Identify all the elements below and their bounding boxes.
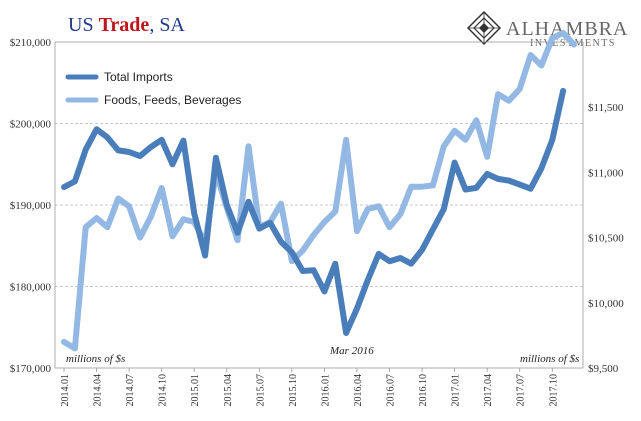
x-tick-label: 2016.04	[353, 374, 364, 407]
left-tick-label: $170,000	[10, 363, 52, 375]
x-tick-label: 2014.01	[60, 374, 71, 407]
right-units-note: millions of $s	[520, 353, 579, 365]
x-tick-label: 2016.01	[320, 374, 331, 407]
left-tick-label: $210,000	[10, 37, 52, 49]
title-part-us: US	[68, 14, 99, 36]
right-tick-label: $9,500	[588, 363, 619, 375]
left-units-note: millions of $s	[66, 353, 125, 365]
alhambra-diamond-icon	[466, 10, 502, 46]
x-tick-label: 2017.10	[548, 374, 559, 407]
x-tick-label: 2015.10	[288, 374, 299, 407]
x-tick-label: 2014.07	[125, 374, 136, 407]
gridlines	[55, 123, 583, 287]
x-tick-label: 2014.10	[158, 374, 169, 407]
x-tick-label: 2015.01	[190, 374, 201, 407]
x-tick-label: 2014.04	[93, 374, 104, 407]
title-part-trade: Trade	[99, 14, 150, 36]
series-lines	[61, 29, 577, 352]
x-tick-label: 2016.10	[418, 374, 429, 407]
right-tick-label: $10,000	[588, 298, 624, 310]
chart-title: US Trade, SA	[68, 14, 185, 36]
left-axis: $170,000 $180,000 $190,000 $200,000 $210,000	[10, 37, 52, 375]
right-tick-label: $10,500	[588, 233, 624, 245]
plot-frame	[54, 41, 584, 369]
left-tick-label: $180,000	[10, 282, 52, 294]
x-tick-label: 2017.01	[451, 374, 462, 407]
right-axis: $9,500 $10,000 $10,500 $11,000 $11,500	[588, 102, 624, 375]
x-tick-label: 2016.07	[386, 374, 397, 407]
series-line-foods-feeds-beverages	[61, 29, 577, 352]
right-tick-label: $11,500	[588, 102, 624, 114]
legend-label-foods-feeds-beverages: Foods, Feeds, Beverages	[104, 93, 241, 107]
left-tick-label: $200,000	[10, 119, 52, 131]
legend-label-total-imports: Total Imports	[104, 70, 173, 84]
left-tick-label: $190,000	[10, 200, 52, 212]
x-axis: 2014.01 2014.04 2014.07 2014.10 2015.01 2015.…	[60, 368, 559, 407]
title-part-sa: , SA	[149, 14, 185, 36]
x-tick-label: 2017.04	[483, 374, 494, 407]
x-tick-label: 2017.07	[516, 374, 527, 407]
mar-2016-callout: Mar 2016	[329, 345, 374, 357]
series-line-total-imports	[61, 87, 567, 336]
x-tick-label: 2015.04	[223, 374, 234, 407]
logo-name: ALHAMBRA	[506, 18, 628, 40]
legend: Total Imports Foods, Feeds, Beverages	[65, 70, 241, 107]
right-tick-label: $11,000	[588, 167, 624, 179]
x-tick-label: 2015.07	[255, 374, 266, 407]
